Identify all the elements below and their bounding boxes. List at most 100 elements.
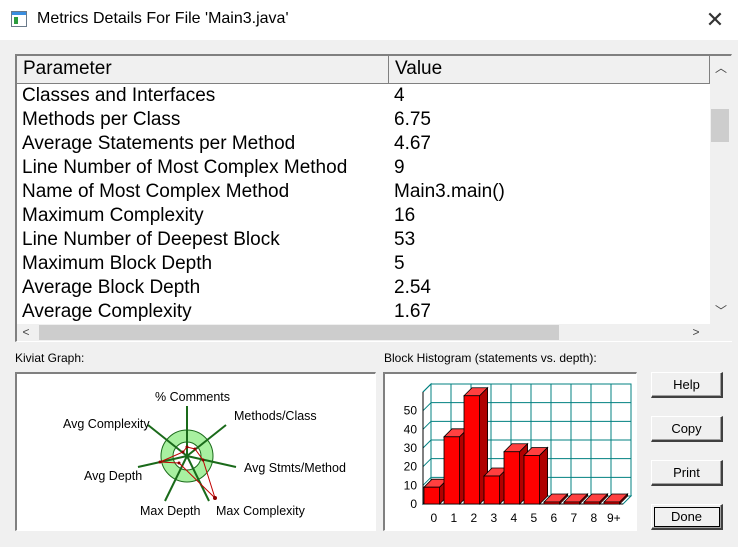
scroll-down-icon[interactable]: ﹀ [714,304,727,318]
horizontal-scroll-thumb[interactable] [39,325,559,340]
table-row[interactable]: Average Block Depth 2.54 [17,276,710,300]
parameter-cell: Methods per Class [22,109,181,130]
value-cell: 6.75 [394,109,431,130]
value-cell: 4 [394,85,405,106]
kiviat-axis-avg-stmts-method: Avg Stmts/Method [244,461,346,475]
value-cell: 9 [394,157,405,178]
scroll-left-icon[interactable]: < [22,325,30,339]
kiviat-svg: % Comments Methods/Class Avg Stmts/Metho… [63,390,346,518]
table-row[interactable]: Classes and Interfaces 4 [17,84,710,108]
bar [503,451,521,505]
x-tick-label: 2 [470,511,477,525]
grid-line [422,402,432,412]
x-tick-label: 0 [430,511,437,525]
horizontal-scrollbar[interactable]: < > [17,324,710,341]
value-cell: 1.67 [394,301,431,322]
x-tick-label: 3 [490,511,497,525]
column-header-value[interactable]: Value [389,56,710,84]
block-histogram: 0 10 20 30 40 50 0 1 2 3 4 5 6 7 8 9+ [383,372,637,531]
kiviat-axes [137,406,237,502]
bar [423,486,441,505]
bar [583,501,601,505]
bar-side [539,446,549,505]
grid-line [422,439,432,449]
kiviat-axis-max-depth: Max Depth [140,504,200,518]
value-cell: 16 [394,205,416,226]
bar [463,395,481,505]
parameter-cell: Maximum Block Depth [22,253,213,274]
x-tick-label: 4 [510,511,517,525]
value-cell: 5 [394,253,405,274]
value-cell: 2.54 [394,277,431,298]
column-header-parameter[interactable]: Parameter [17,56,389,84]
value-cell: Main3.main() [394,181,505,202]
kiviat-points [158,445,217,500]
x-tick-label: 8 [590,511,597,525]
bar [523,455,541,505]
kiviat-axis-avg-complexity: Avg Complexity [63,417,150,431]
parameter-cell: Average Block Depth [22,277,201,298]
parameter-cell: Average Statements per Method [22,133,296,154]
x-tick-label: 1 [450,511,457,525]
grid-line [422,383,432,393]
kiviat-axis-comments: % Comments [155,390,230,404]
grid-line [422,420,432,430]
y-tick-label: 40 [404,422,418,436]
x-tick-label: 7 [570,511,577,525]
y-tick-label: 50 [404,404,418,418]
table-body: Classes and Interfaces 4 Methods per Class… [17,84,710,324]
y-tick-label: 30 [404,441,418,455]
scroll-corner [710,324,732,341]
window-title: Metrics Details For File 'Main3.java' [37,10,289,27]
vertical-scrollbar[interactable]: ︿ ﹀ [710,56,732,324]
title-bar: Metrics Details For File 'Main3.java' ✕ [0,0,738,40]
close-button[interactable]: ✕ [705,7,725,32]
kiviat-axis-max-complexity: Max Complexity [216,504,306,518]
kiviat-polygon [159,446,216,499]
value-cell: 4.67 [394,133,431,154]
y-tick-label: 10 [404,478,418,492]
grid-line [422,458,432,468]
vertical-scroll-thumb[interactable] [711,109,729,142]
x-tick-label: 6 [550,511,557,525]
value-cell: 53 [394,229,416,250]
scroll-up-icon[interactable]: ︿ [714,61,727,75]
table-row[interactable]: Maximum Block Depth 5 [17,252,710,276]
table-row[interactable]: Methods per Class 6.75 [17,108,710,132]
parameter-cell: Maximum Complexity [22,205,204,226]
x-tick-label: 9+ [607,511,621,525]
histogram-label: Block Histogram (statements vs. depth): [384,351,597,365]
parameter-cell: Classes and Interfaces [22,85,216,106]
parameter-cell: Line Number of Most Complex Method [22,157,348,178]
parameter-cell: Name of Most Complex Method [22,181,290,202]
scroll-right-icon[interactable]: > [692,325,700,339]
bar [563,501,581,505]
grid-line [422,476,432,486]
print-button[interactable]: Print [651,460,723,486]
y-tick-label: 20 [404,460,418,474]
app-icon [11,11,27,27]
table-row[interactable]: Average Statements per Method 4.67 [17,132,710,156]
kiviat-axis-avg-depth: Avg Depth [84,469,142,483]
bar [443,436,461,505]
table-header: Parameter Value [17,56,710,84]
bar [603,501,621,505]
parameter-cell: Average Complexity [22,301,192,322]
copy-button[interactable]: Copy [651,416,723,442]
help-button[interactable]: Help [651,372,723,398]
y-tick-label: 0 [410,497,417,511]
parameter-cell: Line Number of Deepest Block [22,229,280,250]
kiviat-axis-methods-class: Methods/Class [234,409,317,423]
done-button[interactable]: Done [651,504,723,530]
metrics-table: Parameter Value Classes and Interfaces 4 M… [15,54,732,342]
table-row[interactable]: Average Complexity 1.67 [17,300,710,324]
kiviat-label: Kiviat Graph: [15,351,85,365]
table-row[interactable]: Maximum Complexity 16 [17,204,710,228]
kiviat-graph: % Comments Methods/Class Avg Stmts/Metho… [15,372,376,531]
table-row[interactable]: Line Number of Deepest Block 53 [17,228,710,252]
x-tick-label: 5 [530,511,537,525]
table-row[interactable]: Name of Most Complex Method Main3.main() [17,180,710,204]
bar [483,475,501,505]
table-row[interactable]: Line Number of Most Complex Method 9 [17,156,710,180]
